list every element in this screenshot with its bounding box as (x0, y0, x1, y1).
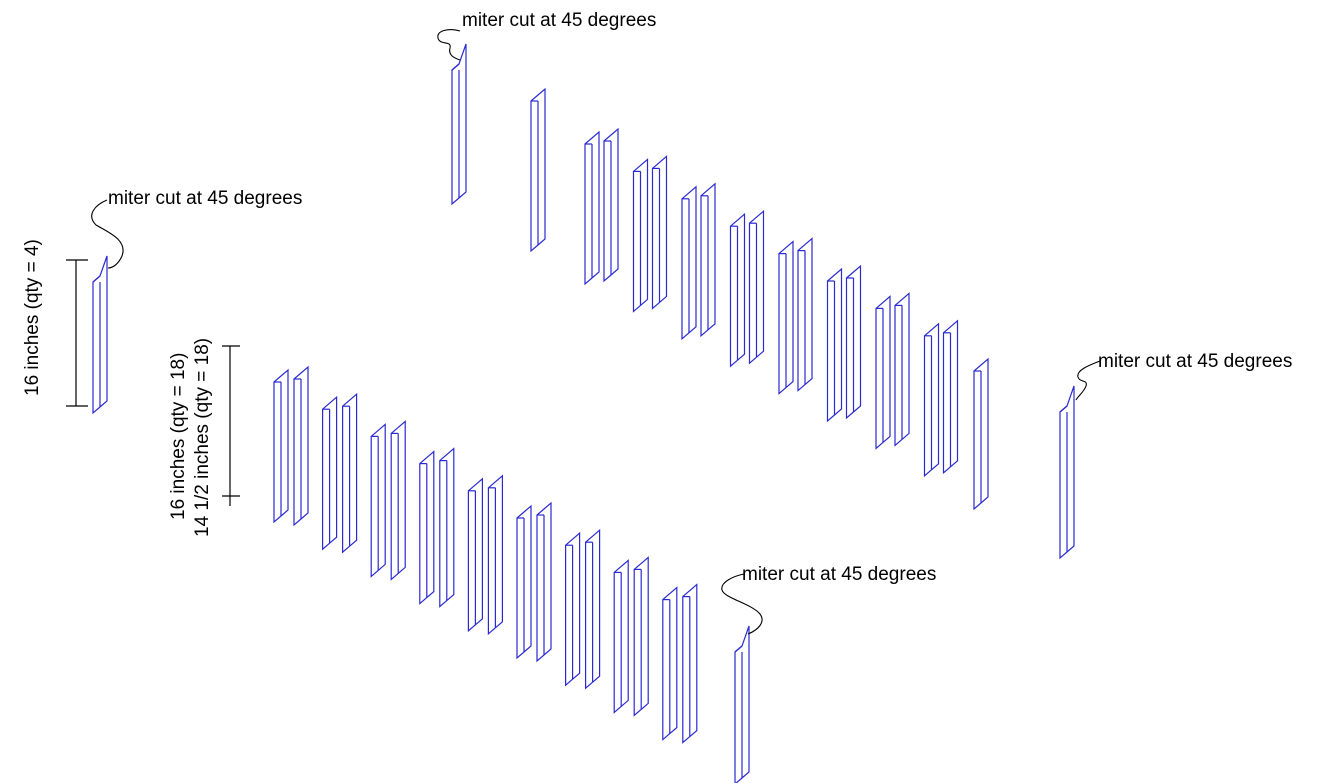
front-row-pair-7-a (565, 531, 581, 687)
front-row-pair-4-a (419, 450, 435, 605)
front-row-pair-6-a (516, 504, 532, 660)
back-row-pair-3-a (681, 185, 697, 341)
back-row-pair-5-b (797, 237, 813, 392)
back-row-pair-3-b (700, 182, 716, 338)
dimension-middle (222, 345, 240, 506)
leader-right (1075, 360, 1101, 401)
front-row-pair-9-a (662, 586, 678, 741)
front-row-pair-8-b (633, 556, 649, 717)
back-row-pair-1-b (603, 127, 619, 283)
back-row-pair-7-b (894, 292, 910, 447)
front-row-pair-3-b (390, 420, 406, 581)
front-row-pair-1-a (273, 368, 289, 524)
miter-piece-top (451, 43, 467, 206)
miter-piece-left (92, 255, 108, 415)
back-row-pair-5-a (778, 240, 794, 395)
front-row-pair-5-b (487, 474, 503, 636)
miter-label-bottom: miter cut at 45 degrees (742, 564, 936, 585)
miter-piece-right (1059, 385, 1075, 560)
lumber-pieces (92, 43, 1075, 783)
dimension-label-mid-2: 14 1/2 inches (qty = 18) (192, 338, 213, 537)
back-row-pair-6-b (845, 264, 862, 420)
back-row-pair-6-a (826, 267, 843, 423)
front-row-pair-4-b (439, 447, 455, 608)
front-row-pair-6-b (536, 501, 552, 663)
dimension-label-left: 16 inches (qty = 4) (22, 239, 43, 396)
back-row-pair-2-b (651, 155, 668, 310)
back-row-single-2 (973, 357, 989, 511)
miter-label-top: miter cut at 45 degrees (462, 10, 656, 31)
back-row-pair-4-a (729, 212, 746, 368)
front-row-pair-1-b (293, 365, 309, 527)
miter-piece-bottom (734, 625, 750, 783)
back-row-pair-8-b (942, 319, 959, 475)
front-row-pair-9-b (682, 583, 698, 744)
leader-left (91, 199, 124, 269)
back-row-single-1 (530, 87, 546, 253)
front-row-pair-3-a (370, 423, 386, 578)
back-row-pair-2-a (632, 158, 649, 313)
miter-label-right: miter cut at 45 degrees (1098, 351, 1292, 372)
leader-top (437, 29, 461, 61)
back-row-pair-4-b (748, 209, 765, 365)
front-row-pair-7-b (585, 528, 601, 690)
miter-label-left: miter cut at 45 degrees (108, 188, 302, 209)
leader-bottom (721, 573, 763, 635)
front-row-pair-2-a (322, 395, 338, 551)
front-row-pair-2-b (342, 392, 358, 554)
back-row-pair-8-a (923, 322, 940, 478)
dimension-left (66, 259, 88, 407)
front-row-pair-8-a (613, 559, 629, 714)
dimension-label-mid-1: 16 inches (qty = 18) (168, 353, 189, 520)
back-row-pair-7-a (875, 295, 891, 450)
front-row-pair-5-a (467, 477, 483, 633)
back-row-pair-1-a (584, 130, 600, 286)
